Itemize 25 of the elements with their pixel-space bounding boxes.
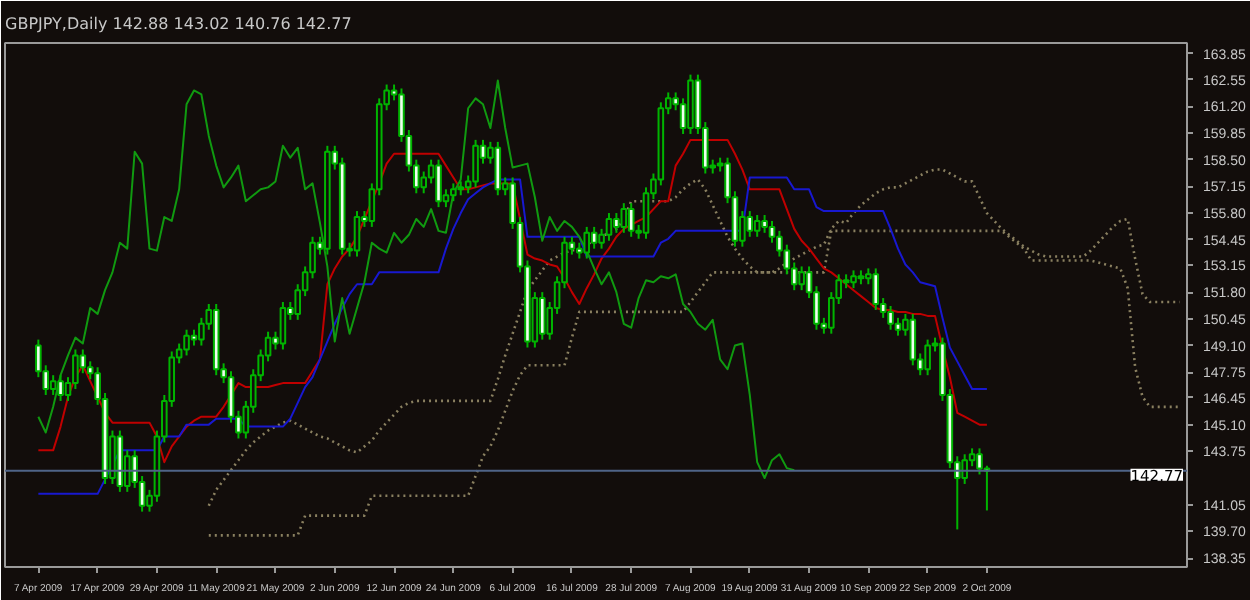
chart-title: GBPJPY,Daily 142.88 143.02 140.76 142.77: [5, 15, 352, 33]
candlestick: [687, 73, 694, 135]
candlestick: [613, 212, 620, 234]
candlestick: [435, 158, 442, 209]
candlestick: [353, 210, 361, 258]
candlestick: [872, 267, 880, 311]
candlestick: [627, 202, 635, 238]
candlestick: [494, 140, 502, 197]
candlestick: [49, 374, 57, 396]
candlestick: [57, 374, 64, 402]
candlestick: [472, 138, 479, 189]
candlestick: [279, 301, 287, 351]
candlestick: [183, 328, 190, 357]
line-series: [37, 79, 796, 480]
candlestick: [583, 225, 591, 260]
candlestick: [909, 312, 917, 367]
candlestick: [538, 291, 546, 341]
candlestick: [620, 202, 628, 234]
candlestick: [924, 338, 931, 377]
candlestick: [590, 225, 598, 250]
candlestick: [798, 265, 805, 292]
candlestick: [753, 214, 761, 238]
candlestick: [746, 210, 754, 238]
candlestick: [605, 212, 613, 242]
candlestick: [887, 304, 894, 331]
